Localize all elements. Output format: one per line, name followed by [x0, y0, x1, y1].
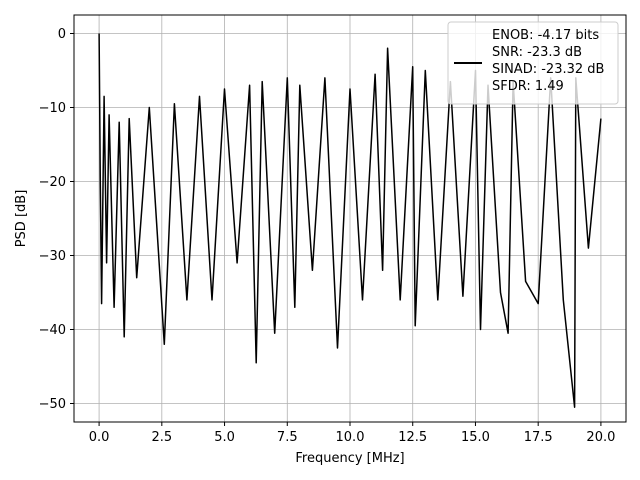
series-layer [98, 33, 602, 408]
legend: ENOB: -4.17 bits SNR: -23.3 dB SINAD: -2… [447, 21, 619, 105]
legend-sinad: SINAD: -23.32 dB [492, 62, 604, 77]
y-axis-ticks: 0 −10 −20 −30 −40 −50 [39, 27, 74, 412]
legend-enob: ENOB: -4.17 bits [492, 28, 599, 43]
legend-sfdr: SFDR: 1.49 [492, 79, 564, 94]
x-tick-label: 20.0 [586, 430, 615, 445]
y-tick-label: 0 [58, 27, 66, 42]
x-tick-label: 17.5 [524, 430, 553, 445]
x-tick-label: 5.0 [214, 430, 235, 445]
y-axis-label: PSD [dB] [14, 190, 29, 248]
x-tick-label: 12.5 [398, 430, 427, 445]
legend-snr: SNR: -23.3 dB [492, 45, 582, 60]
y-tick-label: −30 [39, 249, 66, 264]
x-tick-label: 0.0 [89, 430, 110, 445]
y-tick-label: −10 [39, 101, 66, 116]
x-tick-label: 7.5 [277, 430, 298, 445]
x-tick-label: 2.5 [151, 430, 172, 445]
y-tick-label: −40 [39, 323, 66, 338]
x-axis-ticks: 0.0 2.5 5.0 7.5 10.0 12.5 15.0 17.5 20.0 [89, 422, 615, 445]
legend-box [447, 21, 619, 105]
x-tick-label: 15.0 [461, 430, 490, 445]
y-tick-label: −20 [39, 175, 66, 190]
x-tick-label: 10.0 [336, 430, 365, 445]
psd-series-line [98, 33, 602, 408]
x-axis-label: Frequency [MHz] [295, 451, 404, 466]
y-tick-label: −50 [39, 397, 66, 412]
